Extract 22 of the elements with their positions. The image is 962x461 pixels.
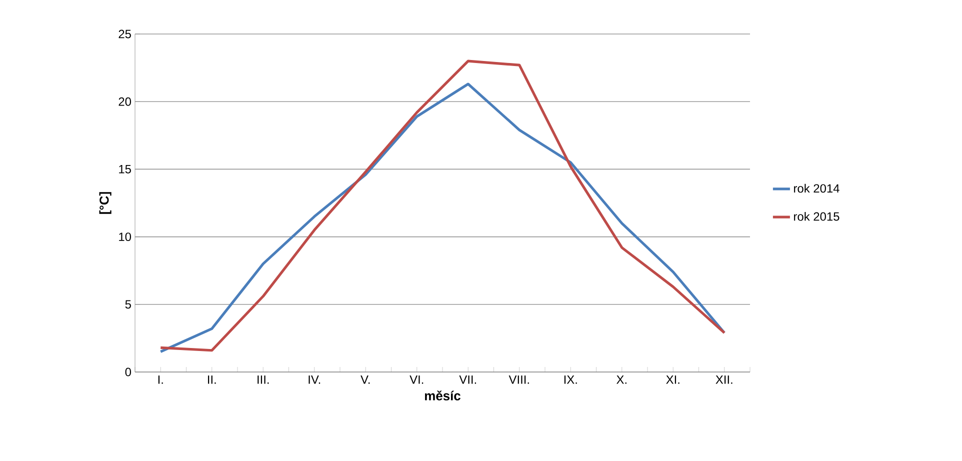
x-axis-title: měsíc [425, 390, 460, 400]
legend-label: rok 2015 [794, 212, 840, 221]
x-tick-label: XII. [716, 376, 732, 384]
x-tick-label: I. [158, 376, 163, 384]
x-tick-label: IV. [308, 376, 320, 384]
x-tick-label: X. [616, 376, 626, 384]
x-tick-label: II. [208, 376, 216, 384]
x-tick-label: V. [360, 376, 370, 384]
x-tick-label: III. [258, 376, 269, 384]
y-axis-title: [°C] [99, 192, 112, 214]
x-tick-label: VIII. [508, 376, 529, 384]
x-tick-label: XI. [666, 376, 680, 384]
y-tick-label: 10 [119, 232, 132, 242]
legend-label: rok 2014 [794, 184, 840, 193]
y-tick-label: 0 [125, 368, 132, 376]
y-tick-label: 25 [118, 30, 131, 38]
x-tick-label: VII. [459, 376, 476, 384]
y-tick-label: 5 [125, 300, 131, 309]
x-tick-label: VI. [410, 376, 424, 384]
x-tick-label: IX. [564, 376, 577, 384]
y-tick-label: 15 [119, 165, 131, 174]
y-tick-label: 20 [118, 97, 132, 106]
